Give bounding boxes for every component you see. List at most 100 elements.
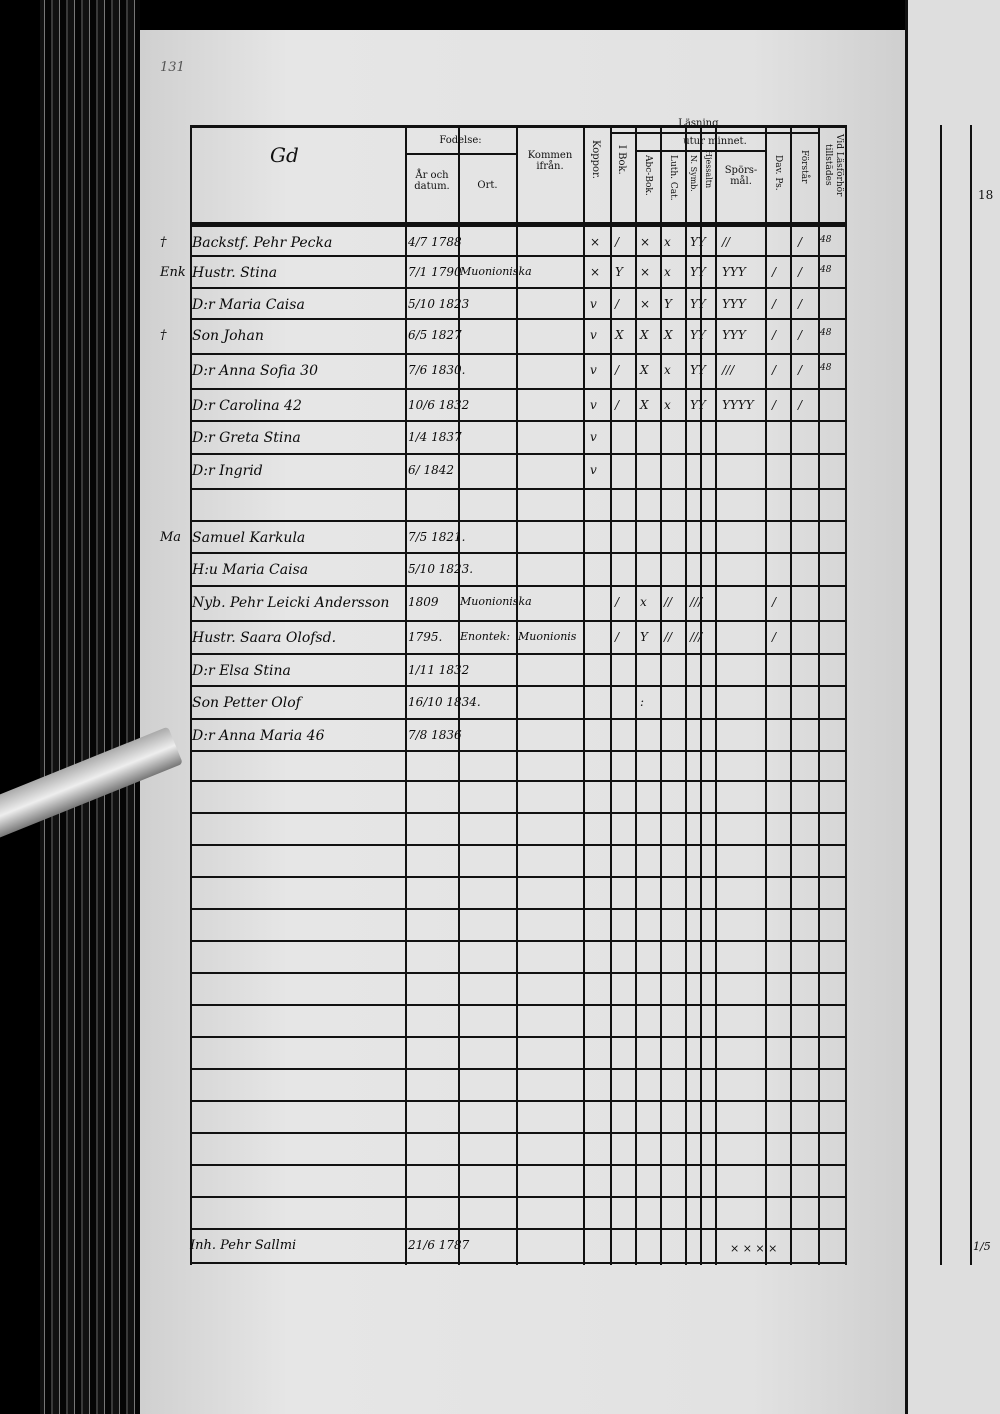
reading-mark: Y (664, 297, 672, 311)
birth-date: 7/1 1790 (408, 265, 462, 279)
column-rule (635, 125, 637, 1265)
reading-mark: v (590, 297, 597, 311)
row-rule (190, 1164, 845, 1166)
row-rule (190, 1100, 845, 1102)
header-koppor: Koppor. (590, 140, 601, 179)
reading-mark: / (772, 297, 777, 311)
fodelse-rule (405, 153, 516, 155)
moved-from: Muonionis (518, 630, 577, 643)
row-rule (190, 908, 845, 910)
birth-place: Enontek: (460, 630, 511, 643)
reading-mark: v (590, 430, 597, 444)
utur-minnet-rule (635, 150, 765, 152)
column-rule (405, 125, 407, 1265)
row-rule (190, 1228, 845, 1230)
reading-mark: / (798, 297, 803, 311)
person-name: D:r Carolina 42 (192, 398, 302, 414)
column-rule (516, 125, 518, 1265)
reading-mark: : (640, 695, 645, 709)
right-page-year: 18 (978, 188, 994, 202)
reading-mark: Y (640, 630, 648, 644)
reading-mark: × (590, 265, 601, 279)
reading-mark: YYY (722, 328, 746, 342)
column-rule (458, 125, 460, 1265)
reading-mark: x (664, 265, 671, 279)
header-forstar: Förstår (799, 150, 809, 184)
row-rule (190, 1068, 845, 1070)
birth-date: 1/11 1832 (408, 663, 470, 677)
row-rule (190, 453, 845, 455)
right-page-note: 1/5 (973, 1240, 991, 1253)
row-rule (190, 812, 845, 814)
row-rule (190, 287, 845, 289)
row-rule (190, 1004, 845, 1006)
reading-mark: v (590, 363, 597, 377)
reading-mark: YY (690, 328, 706, 342)
row-rule (190, 940, 845, 942)
reading-mark: x (664, 398, 671, 412)
header-i-bok: I Bok. (616, 145, 627, 175)
person-name: Son Johan (192, 328, 264, 344)
table-top-rule (190, 125, 845, 128)
row-rule (190, 780, 845, 782)
header-abc-bok: Abc-Bok. (643, 155, 653, 196)
column-rule (700, 125, 702, 1265)
attendance-note: 48 (820, 363, 832, 373)
header-kommen-ifran: Kommen ifrån. (527, 150, 573, 172)
facing-page: 18 1/5 (905, 0, 1000, 1414)
header-utur-minnet: utur minnet. (683, 136, 747, 147)
reading-mark: YY (690, 363, 706, 377)
person-name: Hustr. Saara Olofsd. (192, 630, 337, 646)
facing-column-rule (970, 125, 972, 1265)
reading-mark: / (798, 265, 803, 279)
reading-mark: x (664, 363, 671, 377)
attendance-note: 48 (820, 265, 832, 275)
row-rule (190, 225, 845, 227)
person-name: Samuel Karkula (192, 530, 306, 546)
reading-mark: / (772, 630, 777, 644)
attendance-note: 48 (820, 328, 832, 338)
register-page (135, 30, 905, 1414)
header-ort: Ort. (477, 180, 498, 191)
reading-mark: YYY (722, 265, 746, 279)
reading-mark: / (798, 363, 803, 377)
person-name: D:r Maria Caisa (192, 297, 305, 313)
bottom-row-name: Inh. Pehr Sallmi (190, 1238, 297, 1253)
reading-mark: v (590, 463, 597, 477)
book-edge-shadow (0, 0, 40, 1414)
reading-mark: YY (690, 265, 706, 279)
reading-mark: YY (690, 235, 706, 249)
person-name: D:r Anna Maria 46 (192, 728, 325, 744)
birth-date: 1809 (408, 595, 439, 609)
column-rule (190, 125, 192, 1265)
reading-mark: × (640, 297, 651, 311)
reading-mark: X (640, 398, 649, 412)
column-rule (685, 125, 687, 1265)
column-rule (610, 125, 612, 1265)
page-number: 131 (160, 60, 185, 75)
person-name: Nyb. Pehr Leicki Andersson (192, 595, 390, 611)
reading-mark: / (798, 328, 803, 342)
birth-date: 7/6 1830. (408, 363, 466, 377)
person-name: D:r Ingrid (192, 463, 263, 479)
reading-mark: // (722, 235, 731, 249)
header-hjessaltn: Hjessaltn (704, 150, 713, 189)
header-lasning: Läsning, (678, 118, 722, 129)
row-rule (190, 1196, 845, 1198)
row-rule (190, 876, 845, 878)
reading-mark: YYYY (722, 398, 754, 412)
attendance-note: 48 (820, 235, 832, 245)
bottom-row-marks: × × × × (730, 1242, 778, 1255)
birth-date: 6/ 1842 (408, 463, 455, 477)
person-name: Backstf. Pehr Pecka (192, 235, 333, 251)
person-name: D:r Elsa Stina (192, 663, 291, 679)
row-rule (190, 685, 845, 687)
header-n-symb: N. Symb. (689, 155, 698, 192)
margin-note: Enk (160, 265, 186, 280)
facing-column-rule (940, 125, 942, 1265)
row-rule (190, 420, 845, 422)
birth-date: 1795. (408, 630, 443, 644)
reading-mark: X (664, 328, 673, 342)
reading-mark: Y (615, 265, 623, 279)
column-rule (583, 125, 585, 1265)
